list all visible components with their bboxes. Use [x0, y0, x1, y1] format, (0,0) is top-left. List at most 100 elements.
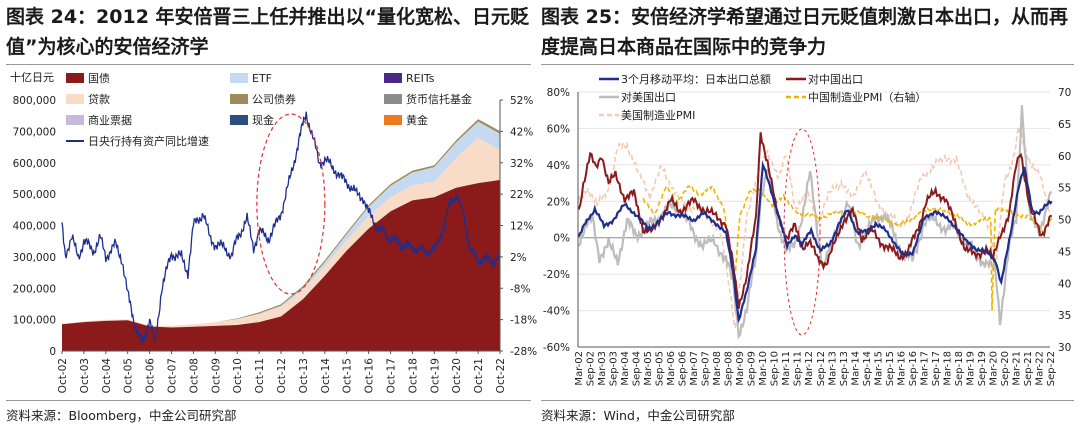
x-tick-label: Sep-04 — [632, 351, 643, 386]
legend-label: 公司债券 — [252, 92, 296, 106]
legend-label: 货币信托基金 — [406, 92, 472, 106]
legend-label: 美国制造业PMI — [621, 108, 695, 122]
x-tick-label: Oct-15 — [342, 358, 354, 393]
x-tick-label: Sep-05 — [655, 351, 666, 386]
left-y-tick-label: 800,000 — [13, 95, 56, 107]
x-tick-label: Sep-12 — [816, 351, 827, 386]
right-chart-right-tick-label: 70 — [1058, 87, 1071, 99]
left-title-rule — [6, 64, 531, 65]
right-y-tick-label: 22% — [510, 189, 533, 201]
x-tick-label: Mar-12 — [804, 351, 815, 386]
x-tick-label: Oct-12 — [276, 358, 288, 393]
left-y-unit-label: 十亿日元 — [10, 70, 54, 84]
right-chart-right-tick-label: 65 — [1058, 119, 1071, 131]
x-tick-label: Oct-17 — [386, 358, 398, 393]
x-tick-label: Mar-08 — [712, 351, 723, 386]
annotation-ellipse — [256, 113, 326, 295]
left-y-tick-label: 0 — [49, 346, 56, 358]
x-tick-label: Mar-09 — [735, 351, 746, 386]
left-chart: 十亿日元 800,000 700,000 600,000 500,000 400,000 3… — [10, 70, 537, 394]
right-chart-left-tick-label: 0% — [553, 233, 570, 245]
legend-label: 中国制造业PMI（右轴） — [808, 90, 926, 104]
left-y-tick-label: 200,000 — [13, 283, 56, 295]
x-tick-label: Sep-03 — [609, 351, 620, 386]
left-y-tick-label: 100,000 — [13, 315, 56, 327]
right-y-tick-label: -8% — [510, 283, 530, 295]
legend-swatch — [230, 115, 248, 125]
legend-swatch — [230, 94, 248, 104]
right-chart-right-tick-label: 35 — [1058, 310, 1071, 322]
legend-label: 3个月移动平均：日本出口总额 — [621, 72, 771, 86]
x-tick-label: Oct-18 — [407, 358, 419, 393]
x-tick-label: Mar-04 — [620, 351, 631, 386]
x-tick-label: Mar-13 — [827, 351, 838, 386]
legend-swatch — [66, 73, 84, 83]
right-chart-right-tick-label: 30 — [1058, 342, 1071, 354]
right-source-rule — [541, 400, 1074, 401]
legend-swatch — [384, 94, 402, 104]
area-国债 — [62, 180, 500, 351]
legend-swatch — [384, 73, 402, 83]
x-tick-label: Sep-10 — [770, 351, 781, 386]
legend-swatch — [230, 73, 248, 83]
right-y-tick-label: 32% — [510, 158, 533, 170]
x-tick-label: Oct-10 — [232, 358, 244, 393]
x-tick-label: Oct-16 — [364, 358, 376, 394]
right-y-tick-label: 12% — [510, 221, 533, 233]
x-tick-label: Oct-08 — [188, 358, 200, 393]
x-tick-label: Oct-07 — [167, 358, 179, 393]
x-tick-label: Oct-09 — [210, 358, 222, 393]
x-tick-label: Oct-04 — [101, 358, 113, 394]
x-tick-label: Mar-20 — [988, 351, 999, 386]
x-tick-label: Mar-22 — [1034, 351, 1045, 386]
x-tick-label: Mar-21 — [1011, 351, 1022, 386]
legend-swatch — [66, 115, 84, 125]
x-tick-label: Oct-03 — [79, 358, 91, 393]
x-tick-label: Oct-05 — [123, 358, 135, 393]
right-chart-right-tick-label: 55 — [1058, 183, 1071, 195]
legend-label: 对美国出口 — [621, 90, 676, 104]
x-tick-label: Sep-06 — [678, 351, 689, 386]
x-tick-label: Sep-17 — [931, 351, 942, 386]
left-y-tick-label: 500,000 — [13, 189, 56, 201]
x-tick-label: Mar-11 — [781, 351, 792, 386]
legend-label: 贷款 — [88, 92, 110, 106]
legend-swatch — [66, 94, 84, 104]
series-line-4 — [577, 160, 1053, 324]
legend-label: 现金 — [252, 113, 274, 127]
right-chart-right-tick-label: 50 — [1058, 215, 1071, 227]
x-tick-label: Sep-07 — [701, 351, 712, 386]
right-source-note: 资料来源：Wind，中金公司研究部 — [541, 408, 735, 423]
legend-label: 黄金 — [406, 113, 428, 127]
right-chart-left-tick-label: 20% — [547, 196, 570, 208]
x-tick-label: Sep-02 — [586, 351, 597, 386]
left-y-tick-label: 300,000 — [13, 252, 56, 264]
right-title-rule — [541, 64, 1074, 65]
right-y-tick-label: -28% — [510, 346, 537, 358]
left-y-tick-label: 400,000 — [13, 221, 56, 233]
legend-label: 国债 — [88, 71, 110, 85]
x-tick-label: Sep-18 — [954, 351, 965, 386]
left-chart-title: 图表 24：2012 年安倍晋三上任并推出以“量化宽松、日元贬值”为核心的安倍经… — [6, 6, 530, 58]
left-source-note: 资料来源：Bloomberg，中金公司研究部 — [6, 408, 237, 423]
left-source-rule — [6, 400, 531, 401]
series-line-1 — [577, 105, 1053, 340]
x-tick-label: Oct-11 — [254, 358, 266, 393]
left-y-tick-label: 600,000 — [13, 158, 56, 170]
x-tick-label: Sep-14 — [862, 351, 873, 386]
right-chart-right-tick-label: 45 — [1058, 246, 1071, 258]
right-chart-right-tick-label: 40 — [1058, 278, 1071, 290]
x-tick-label: Mar-17 — [919, 351, 930, 386]
annotation-ellipse — [783, 128, 821, 336]
x-tick-label: Oct-19 — [429, 358, 441, 393]
series-line-0 — [577, 126, 1053, 329]
legend-label: 日央行持有资产同比增速 — [88, 134, 209, 148]
right-chart-left-tick-label: 60% — [547, 123, 570, 135]
right-y-tick-label: 2% — [510, 252, 527, 264]
x-tick-label: Mar-19 — [965, 351, 976, 386]
legend-label: ETF — [252, 72, 272, 85]
x-tick-label: Mar-03 — [597, 351, 608, 386]
x-tick-label: Oct-06 — [145, 358, 157, 394]
right-y-tick-label: 42% — [510, 126, 533, 138]
